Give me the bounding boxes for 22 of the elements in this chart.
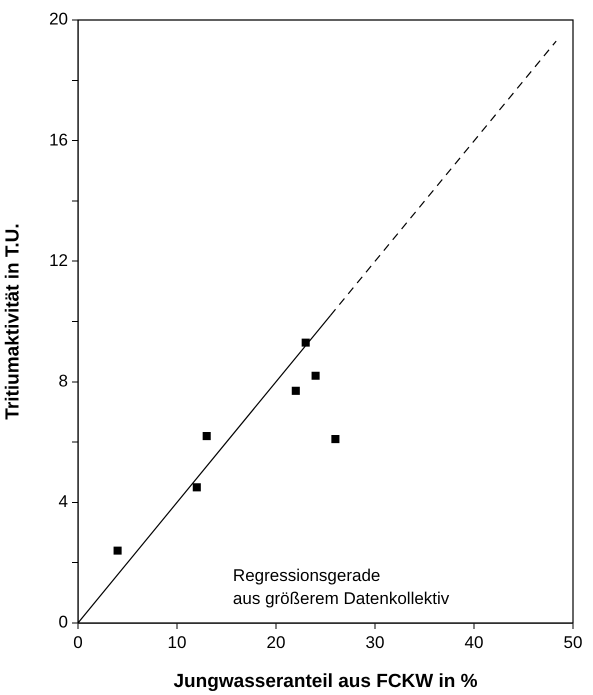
- x-tick-label: 50: [564, 632, 582, 652]
- point: [192, 483, 201, 492]
- point: [202, 432, 211, 440]
- x-tick-label: 30: [366, 632, 384, 652]
- x-tick-label: 20: [266, 632, 286, 652]
- y-tick-label: 16: [49, 130, 68, 150]
- x-tick-label: 10: [168, 632, 186, 652]
- y-axis-title: Tritiumaktivität in T.U.: [2, 223, 24, 420]
- point: [302, 338, 310, 347]
- y-tick-label: 12: [49, 250, 68, 270]
- point: [312, 372, 320, 380]
- x-tick-label: 40: [464, 632, 484, 652]
- y-tick-label: 8: [58, 371, 68, 390]
- point: [114, 546, 122, 555]
- y-tick-label: 4: [58, 492, 68, 512]
- x-axis-title: Jungwasseranteil aus FCKW in %: [173, 670, 478, 692]
- x-tick-label: 0: [73, 632, 83, 652]
- point: [292, 386, 300, 395]
- point: [331, 435, 340, 444]
- y-tick-label: 0: [58, 612, 68, 632]
- annotation: Regressionsgerade aus größerem Datenkollektiv: [232, 566, 450, 608]
- y-tick-label: 20: [49, 10, 68, 29]
